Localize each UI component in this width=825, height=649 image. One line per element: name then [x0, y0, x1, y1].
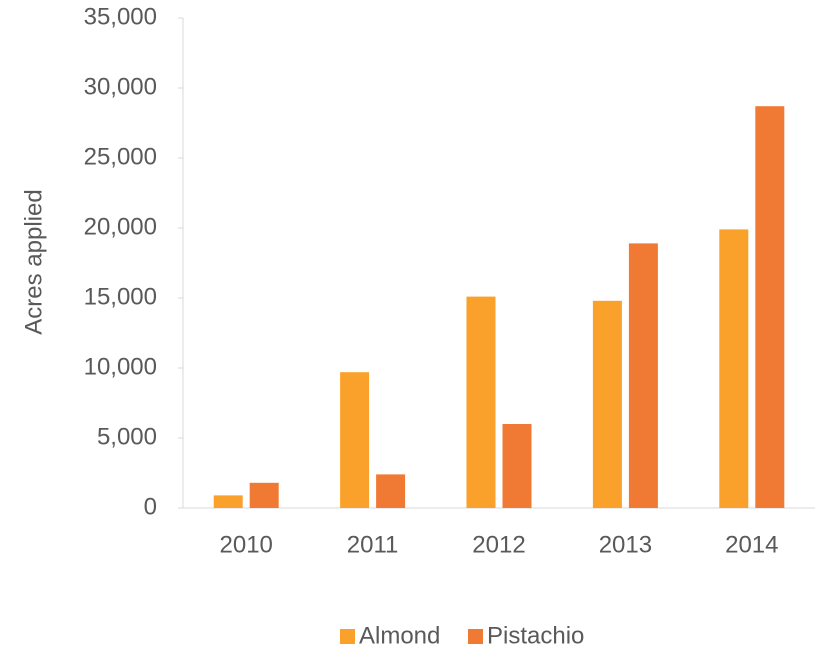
- y-tick-label: 35,000: [84, 3, 157, 30]
- y-tick-label: 0: [144, 493, 157, 520]
- legend-swatch: [340, 629, 355, 644]
- bar: [502, 424, 532, 508]
- bar: [592, 300, 622, 508]
- y-tick-label: 30,000: [84, 73, 157, 100]
- bar: [213, 495, 243, 508]
- x-tick-label: 2013: [599, 531, 652, 558]
- x-tick-label: 2011: [347, 531, 399, 558]
- y-tick-label: 20,000: [84, 213, 157, 240]
- bar: [466, 296, 496, 508]
- y-tick-label: 25,000: [84, 143, 157, 170]
- y-axis-label: Acres applied: [20, 189, 47, 334]
- legend-swatch: [468, 629, 483, 644]
- legend-label: Almond: [359, 622, 440, 649]
- x-tick-label: 2014: [725, 531, 778, 558]
- y-tick-label: 15,000: [84, 283, 157, 310]
- legend-label: Pistachio: [487, 622, 584, 649]
- bar: [719, 229, 749, 508]
- bar: [249, 482, 279, 508]
- x-tick-label: 2012: [472, 531, 525, 558]
- bar: [755, 106, 785, 508]
- x-tick-label: 2010: [220, 531, 273, 558]
- bar: [376, 474, 406, 508]
- bar: [628, 243, 658, 508]
- y-tick-label: 10,000: [84, 353, 157, 380]
- y-tick-label: 5,000: [97, 423, 157, 450]
- bar: [340, 372, 370, 508]
